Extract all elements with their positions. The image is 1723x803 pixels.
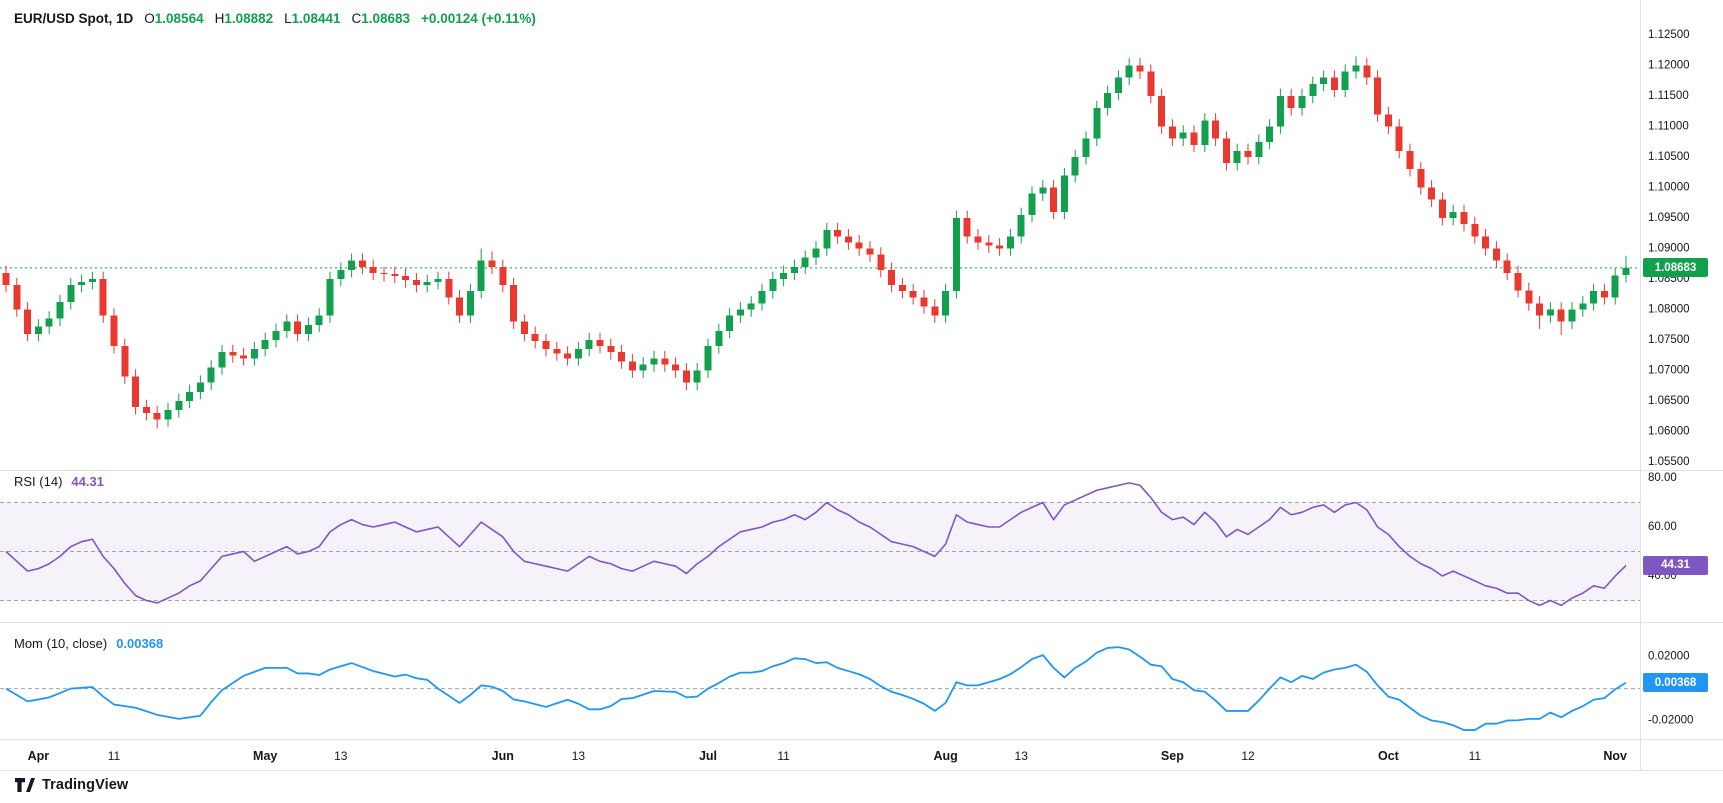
- candlestick-series: [2, 56, 1630, 429]
- change-value: +0.00124 (+0.11%): [421, 11, 536, 26]
- low-key: L: [284, 11, 292, 26]
- open-key: O: [144, 11, 155, 26]
- rsi-indicator-value: 44.31: [71, 474, 104, 489]
- svg-text:1.12000: 1.12000: [1648, 60, 1690, 72]
- low-value: 1.08441: [291, 11, 341, 26]
- svg-text:11: 11: [108, 749, 121, 763]
- rsi-indicator-label[interactable]: RSI (14): [14, 474, 63, 489]
- svg-text:May: May: [253, 749, 277, 763]
- svg-text:Oct: Oct: [1378, 749, 1400, 763]
- pane-separators: [0, 0, 1723, 771]
- svg-text:0.02000: 0.02000: [1648, 651, 1690, 663]
- svg-text:Nov: Nov: [1603, 749, 1627, 763]
- rsi-legend: RSI (14) 44.31: [14, 474, 104, 489]
- svg-text:1.06500: 1.06500: [1648, 395, 1690, 407]
- rsi-value-badge: 44.31: [1643, 555, 1708, 575]
- last-price-badge: 1.08683: [1643, 258, 1708, 278]
- time-axis-labels: Apr 11 May 13 Jun 13 Jul 11 Aug 13 Sep 12 Oct 11 Nov: [28, 749, 1627, 763]
- high-value: 1.08882: [224, 11, 274, 26]
- svg-text:1.05500: 1.05500: [1648, 456, 1690, 468]
- svg-text:1.09000: 1.09000: [1648, 243, 1690, 255]
- momentum-line: [5, 646, 1627, 731]
- svg-text:Jun: Jun: [492, 749, 514, 763]
- close-value: 1.08683: [361, 11, 411, 26]
- momentum-value-badge: 0.00368: [1643, 673, 1708, 693]
- svg-text:Sep: Sep: [1161, 749, 1184, 763]
- svg-text:1.12500: 1.12500: [1648, 29, 1690, 41]
- svg-text:1.07000: 1.07000: [1648, 365, 1690, 377]
- open-value: 1.08564: [154, 11, 204, 26]
- svg-text:1.10500: 1.10500: [1648, 151, 1690, 163]
- svg-text:60.00: 60.00: [1648, 521, 1677, 533]
- svg-text:1.11000: 1.11000: [1648, 121, 1689, 133]
- svg-text:Jul: Jul: [699, 749, 717, 763]
- svg-text:80.00: 80.00: [1648, 472, 1677, 484]
- close-key: C: [351, 11, 362, 26]
- svg-text:1.09500: 1.09500: [1648, 212, 1690, 224]
- symbol-title[interactable]: EUR/USD Spot, 1D: [14, 11, 134, 26]
- svg-text:1.06000: 1.06000: [1648, 426, 1690, 438]
- svg-text:1.08000: 1.08000: [1648, 304, 1690, 316]
- svg-text:13: 13: [1015, 749, 1029, 763]
- tradingview-logo-icon: [15, 778, 35, 792]
- ohlc-high: H1.08882: [215, 11, 274, 26]
- svg-text:13: 13: [334, 749, 348, 763]
- ohlc-open: O1.08564: [144, 11, 203, 26]
- svg-text:11: 11: [1469, 749, 1482, 763]
- momentum-pane: 0.02000 -0.02000: [0, 646, 1693, 731]
- svg-text:1.11500: 1.11500: [1648, 90, 1689, 102]
- high-key: H: [214, 11, 225, 26]
- momentum-indicator-label[interactable]: Mom (10, close): [14, 636, 108, 651]
- svg-text:-0.02000: -0.02000: [1648, 715, 1693, 727]
- svg-text:12: 12: [1241, 749, 1255, 763]
- tradingview-brand-text: TradingView: [42, 777, 129, 793]
- svg-text:11: 11: [777, 749, 790, 763]
- ohlc-close: C1.08683: [351, 11, 410, 26]
- svg-text:Aug: Aug: [933, 749, 957, 763]
- momentum-indicator-value: 0.00368: [116, 636, 164, 651]
- ohlc-low: L1.08441: [284, 11, 340, 26]
- svg-text:13: 13: [572, 749, 586, 763]
- ohlc-legend: EUR/USD Spot, 1D O1.08564 H1.08882 L1.08…: [14, 11, 536, 26]
- momentum-legend: Mom (10, close) 0.00368: [14, 636, 163, 651]
- svg-text:Apr: Apr: [28, 749, 50, 763]
- tradingview-attribution[interactable]: TradingView: [14, 777, 128, 793]
- rsi-line: [5, 482, 1627, 607]
- svg-text:1.10000: 1.10000: [1648, 182, 1690, 194]
- price-axis-labels: 1.12500 1.12000 1.11500 1.11000 1.10500 1.100…: [1648, 29, 1690, 468]
- svg-text:1.07500: 1.07500: [1648, 334, 1690, 346]
